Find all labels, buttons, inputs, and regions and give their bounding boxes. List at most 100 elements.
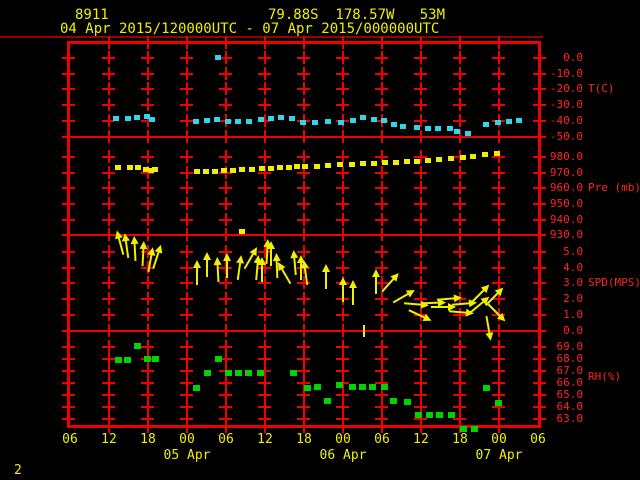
border-tick-left bbox=[62, 88, 75, 90]
grid-plus bbox=[258, 67, 271, 80]
grid-plus bbox=[453, 400, 466, 413]
grid-plus bbox=[375, 150, 388, 163]
grid-plus bbox=[102, 67, 115, 80]
grid-plus bbox=[297, 228, 310, 241]
axis-tick-label: 0.0 bbox=[563, 51, 583, 64]
border-tick-right bbox=[533, 172, 546, 174]
grid-plus bbox=[219, 376, 232, 389]
station-id: 8911 bbox=[75, 7, 109, 23]
grid-plus bbox=[297, 324, 310, 337]
time-tick-label: 12 bbox=[101, 432, 117, 447]
grid-plus bbox=[336, 197, 349, 210]
grid-plus bbox=[219, 228, 232, 241]
grid-plus bbox=[258, 400, 271, 413]
border-tick-bottom bbox=[459, 420, 461, 433]
border-tick-bottom bbox=[147, 420, 149, 433]
grid-plus bbox=[180, 324, 193, 337]
time-tick-label: 18 bbox=[452, 432, 468, 447]
rh-point bbox=[224, 370, 232, 377]
border-tick-left bbox=[62, 57, 75, 59]
grid-plus bbox=[219, 98, 232, 111]
rh-point bbox=[494, 400, 502, 407]
grid-plus bbox=[375, 364, 388, 377]
grid-plus bbox=[141, 98, 154, 111]
temp-point bbox=[434, 125, 441, 131]
grid-plus bbox=[102, 51, 115, 64]
border-tick-right bbox=[533, 187, 546, 189]
grid-plus bbox=[141, 67, 154, 80]
grid-plus bbox=[102, 130, 115, 143]
grid-plus bbox=[297, 245, 310, 258]
border-tick-left bbox=[62, 394, 75, 396]
rh-point bbox=[193, 384, 201, 391]
grid-plus bbox=[141, 276, 154, 289]
wind-arrow bbox=[339, 277, 347, 303]
grid-plus bbox=[102, 166, 115, 179]
wind-arrow bbox=[322, 264, 331, 290]
grid-plus bbox=[414, 166, 427, 179]
wind-arrow bbox=[296, 254, 305, 280]
grid-plus bbox=[102, 324, 115, 337]
border-tick-top bbox=[342, 36, 344, 49]
temp-point bbox=[338, 119, 345, 125]
border-tick-bottom bbox=[498, 420, 500, 433]
grid-plus bbox=[453, 98, 466, 111]
grid-plus bbox=[297, 98, 310, 111]
grid-plus bbox=[219, 82, 232, 95]
grid-plus bbox=[453, 228, 466, 241]
page-number: 2 bbox=[14, 463, 22, 478]
grid-plus bbox=[297, 67, 310, 80]
grid-plus bbox=[141, 130, 154, 143]
grid-plus bbox=[258, 130, 271, 143]
axis-unit-label: SPD(MPS) bbox=[588, 276, 640, 289]
border-tick-left bbox=[62, 73, 75, 75]
border-tick-top bbox=[498, 36, 500, 49]
rh-point bbox=[380, 383, 388, 390]
border-tick-left bbox=[62, 187, 75, 189]
border-tick-right bbox=[533, 394, 546, 396]
grid-plus bbox=[336, 352, 349, 365]
temp-point bbox=[349, 117, 356, 123]
border-tick-left bbox=[62, 370, 75, 372]
border-tick-right bbox=[533, 330, 546, 332]
grid-plus bbox=[180, 166, 193, 179]
grid-plus bbox=[375, 400, 388, 413]
axis-tick-label: 0.0 bbox=[563, 324, 583, 337]
rh-point bbox=[349, 383, 357, 390]
grid-plus bbox=[297, 340, 310, 353]
time-tick-label: 06 bbox=[62, 432, 78, 447]
grid-plus bbox=[219, 67, 232, 80]
grid-plus bbox=[258, 166, 271, 179]
axis-tick-label: 4.0 bbox=[563, 261, 583, 274]
grid-plus bbox=[141, 324, 154, 337]
pressure-point bbox=[436, 157, 443, 163]
pressure-point bbox=[239, 228, 246, 234]
border-tick-right bbox=[533, 267, 546, 269]
border-tick-top bbox=[108, 36, 110, 49]
border-tick-right bbox=[533, 358, 546, 360]
border-tick-top bbox=[459, 36, 461, 49]
grid-plus bbox=[297, 197, 310, 210]
grid-plus bbox=[297, 308, 310, 321]
grid-plus bbox=[297, 181, 310, 194]
header-rule bbox=[0, 36, 543, 38]
grid-plus bbox=[219, 276, 232, 289]
grid-plus bbox=[336, 51, 349, 64]
grid-plus bbox=[375, 197, 388, 210]
wind-arrow bbox=[266, 240, 275, 266]
grid-plus bbox=[180, 308, 193, 321]
border-tick-top bbox=[303, 36, 305, 49]
grid-plus bbox=[492, 51, 505, 64]
rh-point bbox=[323, 398, 331, 404]
rh-point bbox=[390, 398, 398, 404]
pressure-point bbox=[325, 162, 332, 168]
border-tick-right bbox=[533, 120, 546, 122]
axis-tick-label: -20.0 bbox=[549, 82, 583, 95]
grid-plus bbox=[297, 150, 310, 163]
temp-point bbox=[299, 119, 306, 125]
grid-plus bbox=[336, 98, 349, 111]
axis-tick-label: -50.0 bbox=[549, 130, 583, 143]
grid-plus bbox=[414, 245, 427, 258]
grid-plus bbox=[492, 181, 505, 194]
